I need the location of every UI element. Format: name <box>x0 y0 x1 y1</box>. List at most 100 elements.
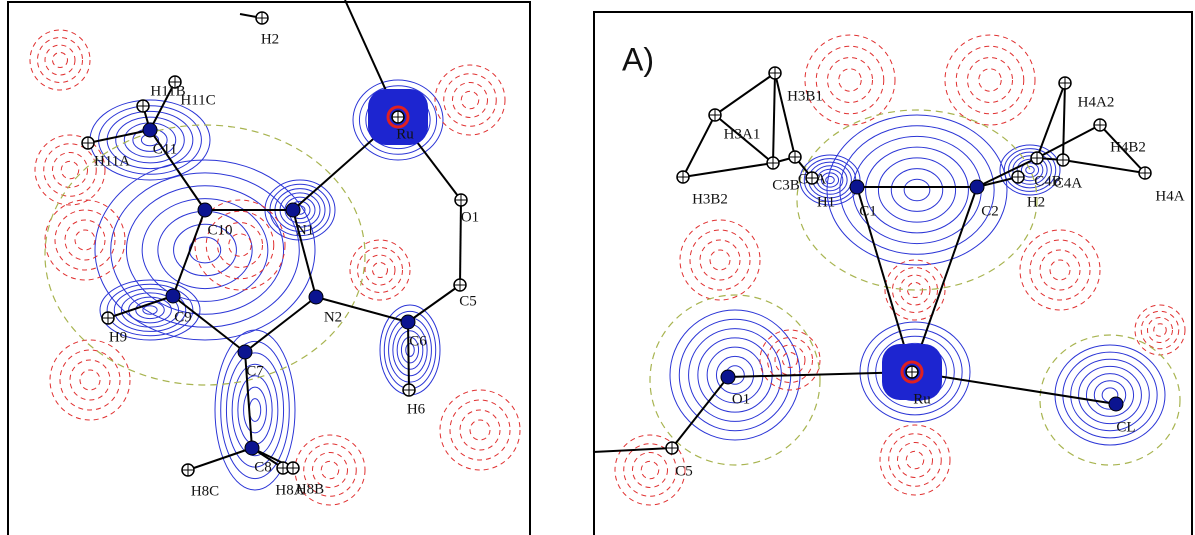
contour <box>1020 230 1100 310</box>
atom <box>286 203 300 217</box>
atom-label: H4A2 <box>1078 94 1115 110</box>
contour <box>1026 166 1035 173</box>
atom-label: H11A <box>94 153 130 169</box>
atom-label: H4A <box>1155 188 1184 204</box>
contour <box>45 200 125 280</box>
atom-label: H2 <box>1027 194 1045 210</box>
contour <box>1050 260 1070 280</box>
contour <box>440 390 520 470</box>
atom-label: C8 <box>254 459 272 475</box>
contour <box>453 83 488 118</box>
contour <box>1141 311 1179 349</box>
atom-label: H4B2 <box>1110 139 1146 155</box>
atom-label: O1 <box>461 209 479 225</box>
contour <box>826 176 835 183</box>
contour <box>50 340 130 420</box>
contour <box>61 161 79 179</box>
atom-label: H3B1 <box>787 88 823 104</box>
bonds <box>88 0 1145 470</box>
contour <box>633 453 668 488</box>
contour <box>80 370 100 390</box>
atom-label: O1 <box>732 391 750 407</box>
contour <box>968 58 1013 103</box>
contour <box>1030 240 1090 300</box>
bond <box>683 115 715 177</box>
contour <box>435 65 505 135</box>
atom <box>970 180 984 194</box>
contour <box>321 461 339 479</box>
contour <box>906 451 924 469</box>
contour <box>816 46 884 114</box>
bond <box>408 285 460 322</box>
atom <box>166 289 180 303</box>
atom-label: C7 <box>246 363 264 379</box>
contour <box>75 230 95 250</box>
bond <box>88 130 150 143</box>
atom-label: CL <box>1116 419 1135 435</box>
atom-label: C2 <box>981 203 999 219</box>
contour <box>1154 324 1167 337</box>
contour <box>461 91 479 109</box>
bond <box>173 210 205 296</box>
contour <box>700 240 740 280</box>
contour <box>641 461 659 479</box>
figure: H2H11BH11CH11AC11C10N1RuO1C5N2C9H9C6C7H6… <box>0 0 1195 535</box>
contour <box>710 250 730 270</box>
bond <box>1063 83 1065 160</box>
contour <box>44 144 97 197</box>
contour <box>805 35 895 125</box>
contour <box>839 69 862 92</box>
contour <box>1040 250 1080 290</box>
contour <box>690 230 750 290</box>
contour <box>365 255 395 285</box>
atom-label: C11 <box>153 141 177 157</box>
atom-label: H3B2 <box>692 191 728 207</box>
contour <box>38 38 83 83</box>
atom-label: Ru <box>913 391 931 407</box>
panel-frame <box>594 12 1192 535</box>
atom-label: C3B <box>772 177 800 193</box>
atom <box>721 370 735 384</box>
contour <box>53 153 88 188</box>
contour <box>460 410 500 450</box>
contour <box>1079 366 1142 423</box>
contour <box>891 169 942 212</box>
contour <box>1055 345 1165 445</box>
atom <box>1109 397 1123 411</box>
contour <box>249 399 260 422</box>
atom-label: H3A1 <box>724 126 761 142</box>
contour <box>95 160 315 340</box>
atom <box>245 441 259 455</box>
bond <box>245 297 316 352</box>
atom-label: H2 <box>261 31 279 47</box>
contour <box>904 179 930 200</box>
contour <box>680 220 760 300</box>
contour <box>60 350 120 410</box>
atom-label: H8B <box>296 481 324 497</box>
atom-label: Ru <box>396 126 414 142</box>
contour <box>775 345 805 375</box>
bond <box>188 448 252 470</box>
contour <box>55 210 115 270</box>
atom <box>198 203 212 217</box>
bond <box>775 73 795 157</box>
contour <box>244 387 267 433</box>
contour <box>45 45 75 75</box>
contour <box>65 220 105 260</box>
contour <box>956 46 1024 114</box>
bond <box>773 73 775 163</box>
contour <box>373 263 388 278</box>
atom-label: H11C <box>180 92 215 108</box>
atom-label: C1 <box>859 203 877 219</box>
contour <box>1135 305 1185 355</box>
contour <box>828 58 873 103</box>
bond <box>1037 83 1065 158</box>
contour <box>221 341 290 478</box>
contour <box>70 360 110 400</box>
atom-label: H1 <box>817 194 835 210</box>
atom-label: H6 <box>407 401 426 417</box>
contour <box>945 35 1035 125</box>
contour <box>866 147 969 233</box>
atom <box>143 123 157 137</box>
bond <box>593 448 672 452</box>
